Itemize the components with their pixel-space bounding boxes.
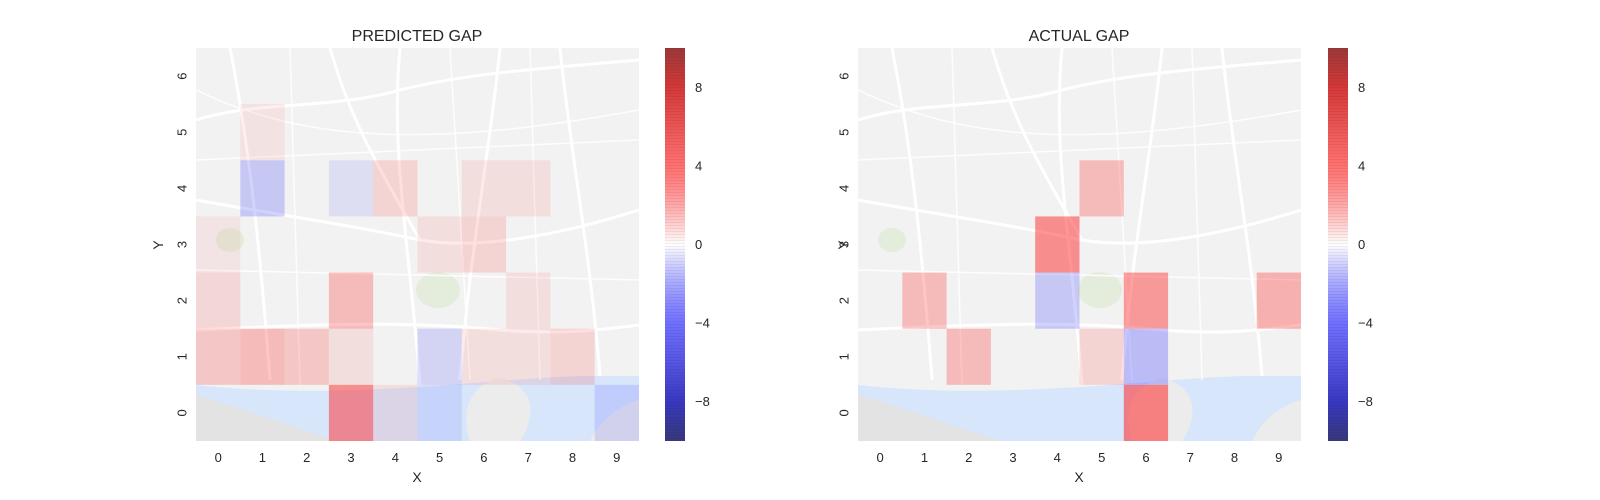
colorbar-tick-label: 8: [695, 80, 702, 95]
colorbar-tick-label: −4: [1358, 316, 1373, 331]
y-tick-label: 5: [175, 129, 190, 136]
heatmap-cell: [506, 328, 551, 385]
y-tick-label: 3: [837, 241, 852, 248]
colorbar-tick-label: −8: [1358, 394, 1373, 409]
colorbar-tick-label: −8: [695, 394, 710, 409]
colorbar-tick-label: 4: [1358, 158, 1365, 173]
y-tick-label: 6: [836, 72, 851, 79]
heatmap-cells: [196, 104, 639, 441]
y-tick-labels: 0 1 2 3 4 5 6: [174, 72, 189, 416]
heatmap-cell: [417, 328, 462, 385]
heatmap-cell: [506, 272, 551, 329]
colorbar: −8 −4 0 4 8: [1328, 48, 1373, 441]
y-tick-label: 6: [174, 72, 189, 79]
x-tick-label: 0: [876, 450, 883, 465]
x-tick-label: 4: [1054, 450, 1061, 465]
heatmap-cell: [946, 328, 991, 385]
heatmap-cell: [373, 384, 418, 441]
heatmap-cell: [196, 328, 241, 385]
x-tick-label: 5: [1098, 450, 1105, 465]
colorbar-tick-label: 8: [1358, 80, 1365, 95]
x-tick-label: 7: [525, 450, 532, 465]
colorbar-ticks: −8 −4 0 4 8: [695, 80, 710, 409]
heatmap-cell: [1035, 216, 1080, 273]
y-tick-label: 2: [837, 297, 852, 304]
chart-title: ACTUAL GAP: [1029, 28, 1130, 45]
heatmap-cell: [417, 216, 462, 273]
heatmap-cell: [1123, 328, 1169, 385]
heatmap-cells: [902, 160, 1301, 441]
colorbar-tick-label: 0: [695, 237, 702, 252]
heatmap-cell: [594, 384, 639, 441]
x-tick-label: 0: [215, 450, 222, 465]
heatmap-cell: [550, 328, 595, 385]
heatmap-cell: [328, 384, 374, 441]
y-tick-label: 0: [837, 409, 852, 416]
x-tick-labels: 0 1 2 3 4 5 6 7 8 9: [876, 450, 1282, 465]
x-axis-label: X: [412, 469, 422, 485]
heatmap-cell: [240, 328, 285, 385]
colorbar-ticks: −8 −4 0 4 8: [1358, 80, 1373, 409]
heatmap-cell: [506, 160, 551, 217]
x-tick-label: 4: [392, 450, 399, 465]
y-tick-label: 1: [836, 353, 851, 360]
x-tick-label: 9: [1275, 450, 1282, 465]
heatmap-cell: [902, 272, 947, 329]
heatmap-cell: [417, 384, 462, 441]
x-tick-label: 6: [480, 450, 487, 465]
x-tick-labels: 0 1 2 3 4 5 6 7 8 9: [215, 450, 621, 465]
heatmap-cell: [284, 328, 329, 385]
colorbar-tick-label: −4: [695, 316, 710, 331]
y-tick-label: 4: [836, 185, 851, 192]
colorbar-tick-label: 0: [1358, 237, 1365, 252]
heatmap-cell: [1123, 384, 1169, 441]
heatmap-cell: [461, 328, 507, 385]
x-tick-label: 1: [921, 450, 928, 465]
x-tick-label: 7: [1187, 450, 1194, 465]
y-tick-label: 1: [174, 353, 189, 360]
heatmap-cell: [328, 160, 374, 217]
y-tick-labels: 0 1 2 3 4 5 6: [836, 72, 851, 416]
x-tick-label: 3: [347, 450, 354, 465]
y-tick-label: 4: [174, 185, 189, 192]
heatmap-cell: [196, 216, 241, 273]
chart-title: PREDICTED GAP: [352, 28, 483, 45]
heatmap-cell: [240, 104, 285, 161]
y-tick-label: 5: [837, 129, 852, 136]
heatmap-cell: [461, 160, 507, 217]
heatmap-cell: [373, 160, 418, 217]
x-tick-label: 5: [436, 450, 443, 465]
x-tick-label: 3: [1009, 450, 1016, 465]
x-tick-label: 8: [1231, 450, 1238, 465]
x-tick-label: 1: [259, 450, 266, 465]
actual-gap-panel: ACTUAL GAP 0 1 2 3 4 5 6 7 8 9 0 1 2 3 4 5 6 X Y −8 −4 0 4…: [835, 28, 1373, 485]
x-tick-label: 9: [613, 450, 620, 465]
colorbar: −8 −4 0 4 8: [665, 48, 710, 441]
x-tick-label: 2: [303, 450, 310, 465]
y-tick-label: 0: [175, 409, 190, 416]
heatmap-cell: [1079, 160, 1124, 217]
heatmap-cell: [461, 216, 507, 273]
heatmap-cell: [1079, 328, 1124, 385]
x-tick-label: 8: [569, 450, 576, 465]
x-tick-label: 2: [965, 450, 972, 465]
heatmap-cell: [328, 272, 374, 329]
heatmap-cell: [328, 328, 374, 385]
heatmap-cell: [1123, 272, 1169, 329]
map-background: [857, 47, 1302, 441]
y-axis-label: Y: [835, 240, 851, 250]
y-tick-label: 2: [175, 297, 190, 304]
heatmap-cell: [240, 160, 285, 217]
colorbar-tick-label: 4: [695, 158, 702, 173]
heatmap-cell: [1256, 272, 1301, 329]
y-tick-label: 3: [175, 241, 190, 248]
x-tick-label: 6: [1142, 450, 1149, 465]
y-axis-label: Y: [150, 240, 166, 250]
x-axis-label: X: [1074, 469, 1084, 485]
heatmap-cell: [1035, 272, 1080, 329]
map-background: [195, 47, 640, 441]
heatmap-cell: [196, 272, 241, 329]
